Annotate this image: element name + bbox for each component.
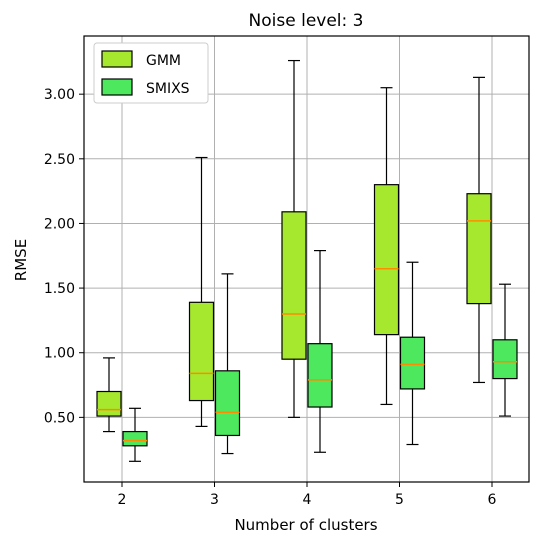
y-tick-label: 1.00 [44,346,75,362]
iqr-box [492,339,518,380]
iqr-box [188,301,215,402]
box-smixs-5 [399,261,426,446]
iqr-box [281,211,307,360]
box-smixs-6 [492,283,518,417]
y-tick-label: 3.00 [44,87,75,103]
box-gmm-5 [373,87,400,406]
y-tick-label: 1.50 [44,281,75,297]
y-axis-label: RMSE [12,239,30,281]
x-axis-label: Number of clusters [234,516,377,534]
iqr-box [96,390,122,417]
x-tick-label: 3 [210,492,219,508]
box-smixs-2 [122,407,148,462]
ticks: 0.50 1.00 1.50 2.00 2.50 3.00 2 3 4 5 6 [44,87,497,508]
iqr-box [399,336,426,390]
box-smixs-3 [214,273,241,455]
x-tick-label: 2 [118,492,127,508]
iqr-box [214,370,241,437]
box-gmm-6 [466,76,492,384]
y-tick-label: 2.00 [44,216,75,232]
chart-title: Noise level: 3 [249,11,364,31]
legend-label-gmm: GMM [146,53,181,69]
iqr-box [373,184,400,336]
legend-swatch-gmm [101,50,133,68]
y-tick-label: 0.50 [44,410,75,426]
box-gmm-2 [96,357,122,433]
box-gmm-3 [188,156,215,428]
y-tick-label: 2.50 [44,152,75,168]
box-smixs-4 [307,249,333,453]
x-tick-label: 5 [395,492,404,508]
legend-label-smixs: SMIXS [146,81,190,97]
box-gmm-4 [281,59,307,418]
legend: GMM SMIXS [93,42,209,104]
iqr-box [307,343,333,408]
boxes [96,59,518,462]
legend-swatch-smixs [101,78,133,96]
iqr-box [466,193,492,305]
iqr-box [122,430,148,447]
x-tick-label: 6 [488,492,497,508]
x-tick-label: 4 [303,492,312,508]
